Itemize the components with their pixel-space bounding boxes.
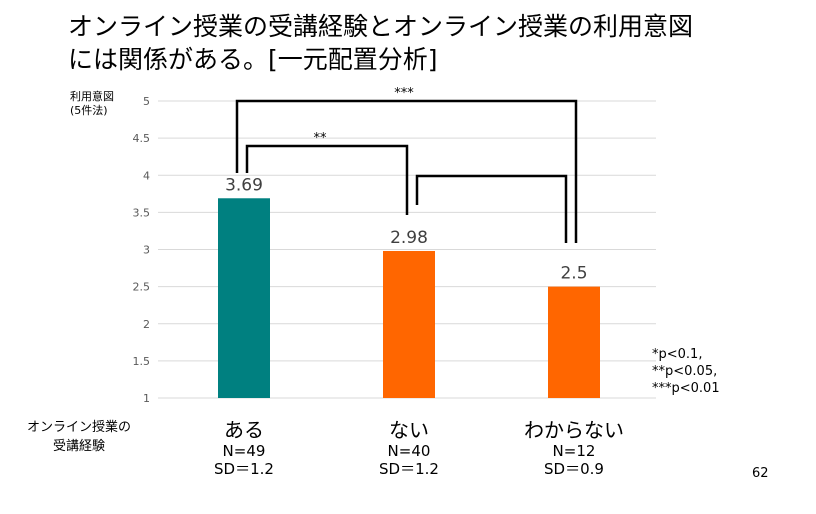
slide-title-line2: には関係がある。[一元配置分析] — [68, 45, 438, 74]
y-axis-label-line2: (5件法) — [70, 104, 108, 117]
bar-2 — [383, 250, 435, 398]
bar-3 — [548, 286, 600, 398]
y-axis-label-line1: 利用意図 — [70, 90, 114, 103]
x-axis-label: オンライン授業の 受講経験 — [14, 418, 144, 456]
page-number: 62 — [752, 466, 769, 481]
category-label-wakaranai: わからない N=12 SD＝0.9 — [504, 418, 644, 478]
data-label: 2.98 — [390, 228, 428, 248]
category-name: わからない — [524, 418, 624, 442]
category-n: N=40 — [387, 442, 431, 460]
significance-bracket — [415, 174, 568, 243]
significance-bracket — [245, 144, 409, 215]
slide-title-line1: オンライン授業の受講経験とオンライン授業の利用意図 — [68, 12, 694, 41]
significance-label: *** — [394, 86, 414, 101]
y-axis-label: 利用意図 (5件法) — [70, 90, 114, 118]
category-label-nai: ない N=40 SD＝1.2 — [339, 418, 479, 478]
y-tick-label: 3 — [143, 244, 150, 257]
category-name: ある — [224, 418, 264, 442]
y-tick-label: 1 — [143, 392, 150, 405]
category-sd: SD＝1.2 — [379, 460, 439, 478]
y-tick-label: 2.5 — [133, 281, 151, 294]
note-line: *p<0.1, — [652, 347, 703, 362]
y-tick-label: 4.5 — [133, 132, 151, 145]
y-tick-label: 1.5 — [133, 355, 151, 368]
significance-label: ** — [314, 131, 328, 146]
significance-note: *p<0.1, **p<0.05, ***p<0.01 — [652, 346, 720, 397]
y-tick-label: 3.5 — [133, 206, 151, 219]
category-sd: SD＝1.2 — [214, 460, 274, 478]
x-axis-label-line1: オンライン授業の — [26, 420, 131, 435]
category-sd: SD＝0.9 — [544, 460, 604, 478]
data-label: 2.5 — [560, 264, 587, 284]
significance-bracket — [235, 99, 578, 243]
note-line: ***p<0.01 — [652, 381, 720, 396]
category-label-aru: ある N=49 SD＝1.2 — [174, 418, 314, 478]
y-tick-label: 5 — [143, 95, 150, 108]
category-n: N=12 — [552, 442, 596, 460]
category-n: N=49 — [222, 442, 266, 460]
data-label: 3.69 — [225, 175, 263, 195]
category-name: ない — [389, 418, 429, 442]
bar-1 — [218, 198, 270, 398]
note-line: **p<0.05, — [652, 364, 718, 379]
y-tick-label: 2 — [143, 318, 150, 331]
y-tick-label: 4 — [143, 169, 150, 182]
x-axis-label-line2: 受講経験 — [52, 439, 105, 454]
slide-title: オンライン授業の受講経験とオンライン授業の利用意図 には関係がある。[一元配置分… — [68, 10, 693, 76]
